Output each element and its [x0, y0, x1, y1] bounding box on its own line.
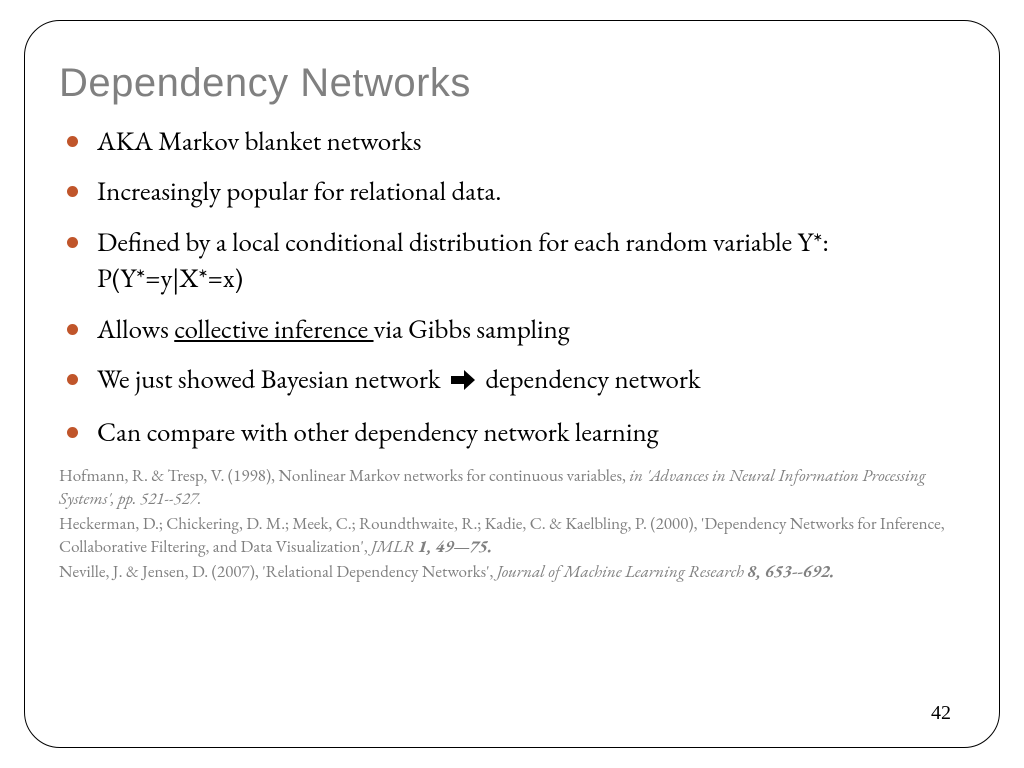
ref-italic: JMLR [371, 536, 418, 558]
ref-plain: Heckerman, D.; Chickering, D. M.; Meek, … [59, 513, 945, 558]
bullet-item: Can compare with other dependency networ… [63, 415, 965, 451]
bullet-text-underlined: collective inference [174, 312, 373, 347]
references-block: Hofmann, R. & Tresp, V. (1998), Nonlinea… [59, 465, 965, 584]
bullet-text: Increasingly popular for relational data… [97, 174, 501, 209]
reference-line: Hofmann, R. & Tresp, V. (1998), Nonlinea… [59, 465, 965, 511]
bullet-text-post: dependency network [480, 362, 701, 397]
slide-title: Dependency Networks [59, 61, 965, 106]
bullet-item: Allows collective inference via Gibbs sa… [63, 312, 965, 348]
ref-bolditalic: 1, 49—75. [418, 536, 492, 558]
ref-plain: Neville, J. & Jensen, D. (2007), 'Relati… [59, 561, 497, 583]
bullet-text: Can compare with other dependency networ… [97, 415, 659, 450]
bullet-item: Defined by a local conditional distribut… [63, 225, 965, 298]
ref-italic: Journal of Machine Learning Research [497, 561, 748, 583]
bullet-text: Defined by a local conditional distribut… [97, 225, 829, 296]
slide-frame: Dependency Networks AKA Markov blanket n… [24, 20, 1000, 748]
bullet-text-pre: We just showed Bayesian network [97, 362, 446, 397]
reference-line: Neville, J. & Jensen, D. (2007), 'Relati… [59, 561, 965, 584]
bullet-list: AKA Markov blanket networks Increasingly… [59, 124, 965, 451]
bullet-item: We just showed Bayesian network dependen… [63, 362, 965, 401]
bullet-item: Increasingly popular for relational data… [63, 174, 965, 210]
right-arrow-icon [450, 365, 476, 401]
page-number: 42 [931, 702, 951, 725]
bullet-text: AKA Markov blanket networks [97, 124, 422, 159]
reference-line: Heckerman, D.; Chickering, D. M.; Meek, … [59, 513, 965, 559]
bullet-text-post: via Gibbs sampling [374, 312, 570, 347]
bullet-item: AKA Markov blanket networks [63, 124, 965, 160]
slide-container: Dependency Networks AKA Markov blanket n… [0, 0, 1024, 768]
ref-bolditalic: 8, 653--692. [747, 561, 834, 583]
bullet-text-pre: Allows [97, 312, 174, 347]
ref-plain: Hofmann, R. & Tresp, V. (1998), Nonlinea… [59, 465, 629, 487]
